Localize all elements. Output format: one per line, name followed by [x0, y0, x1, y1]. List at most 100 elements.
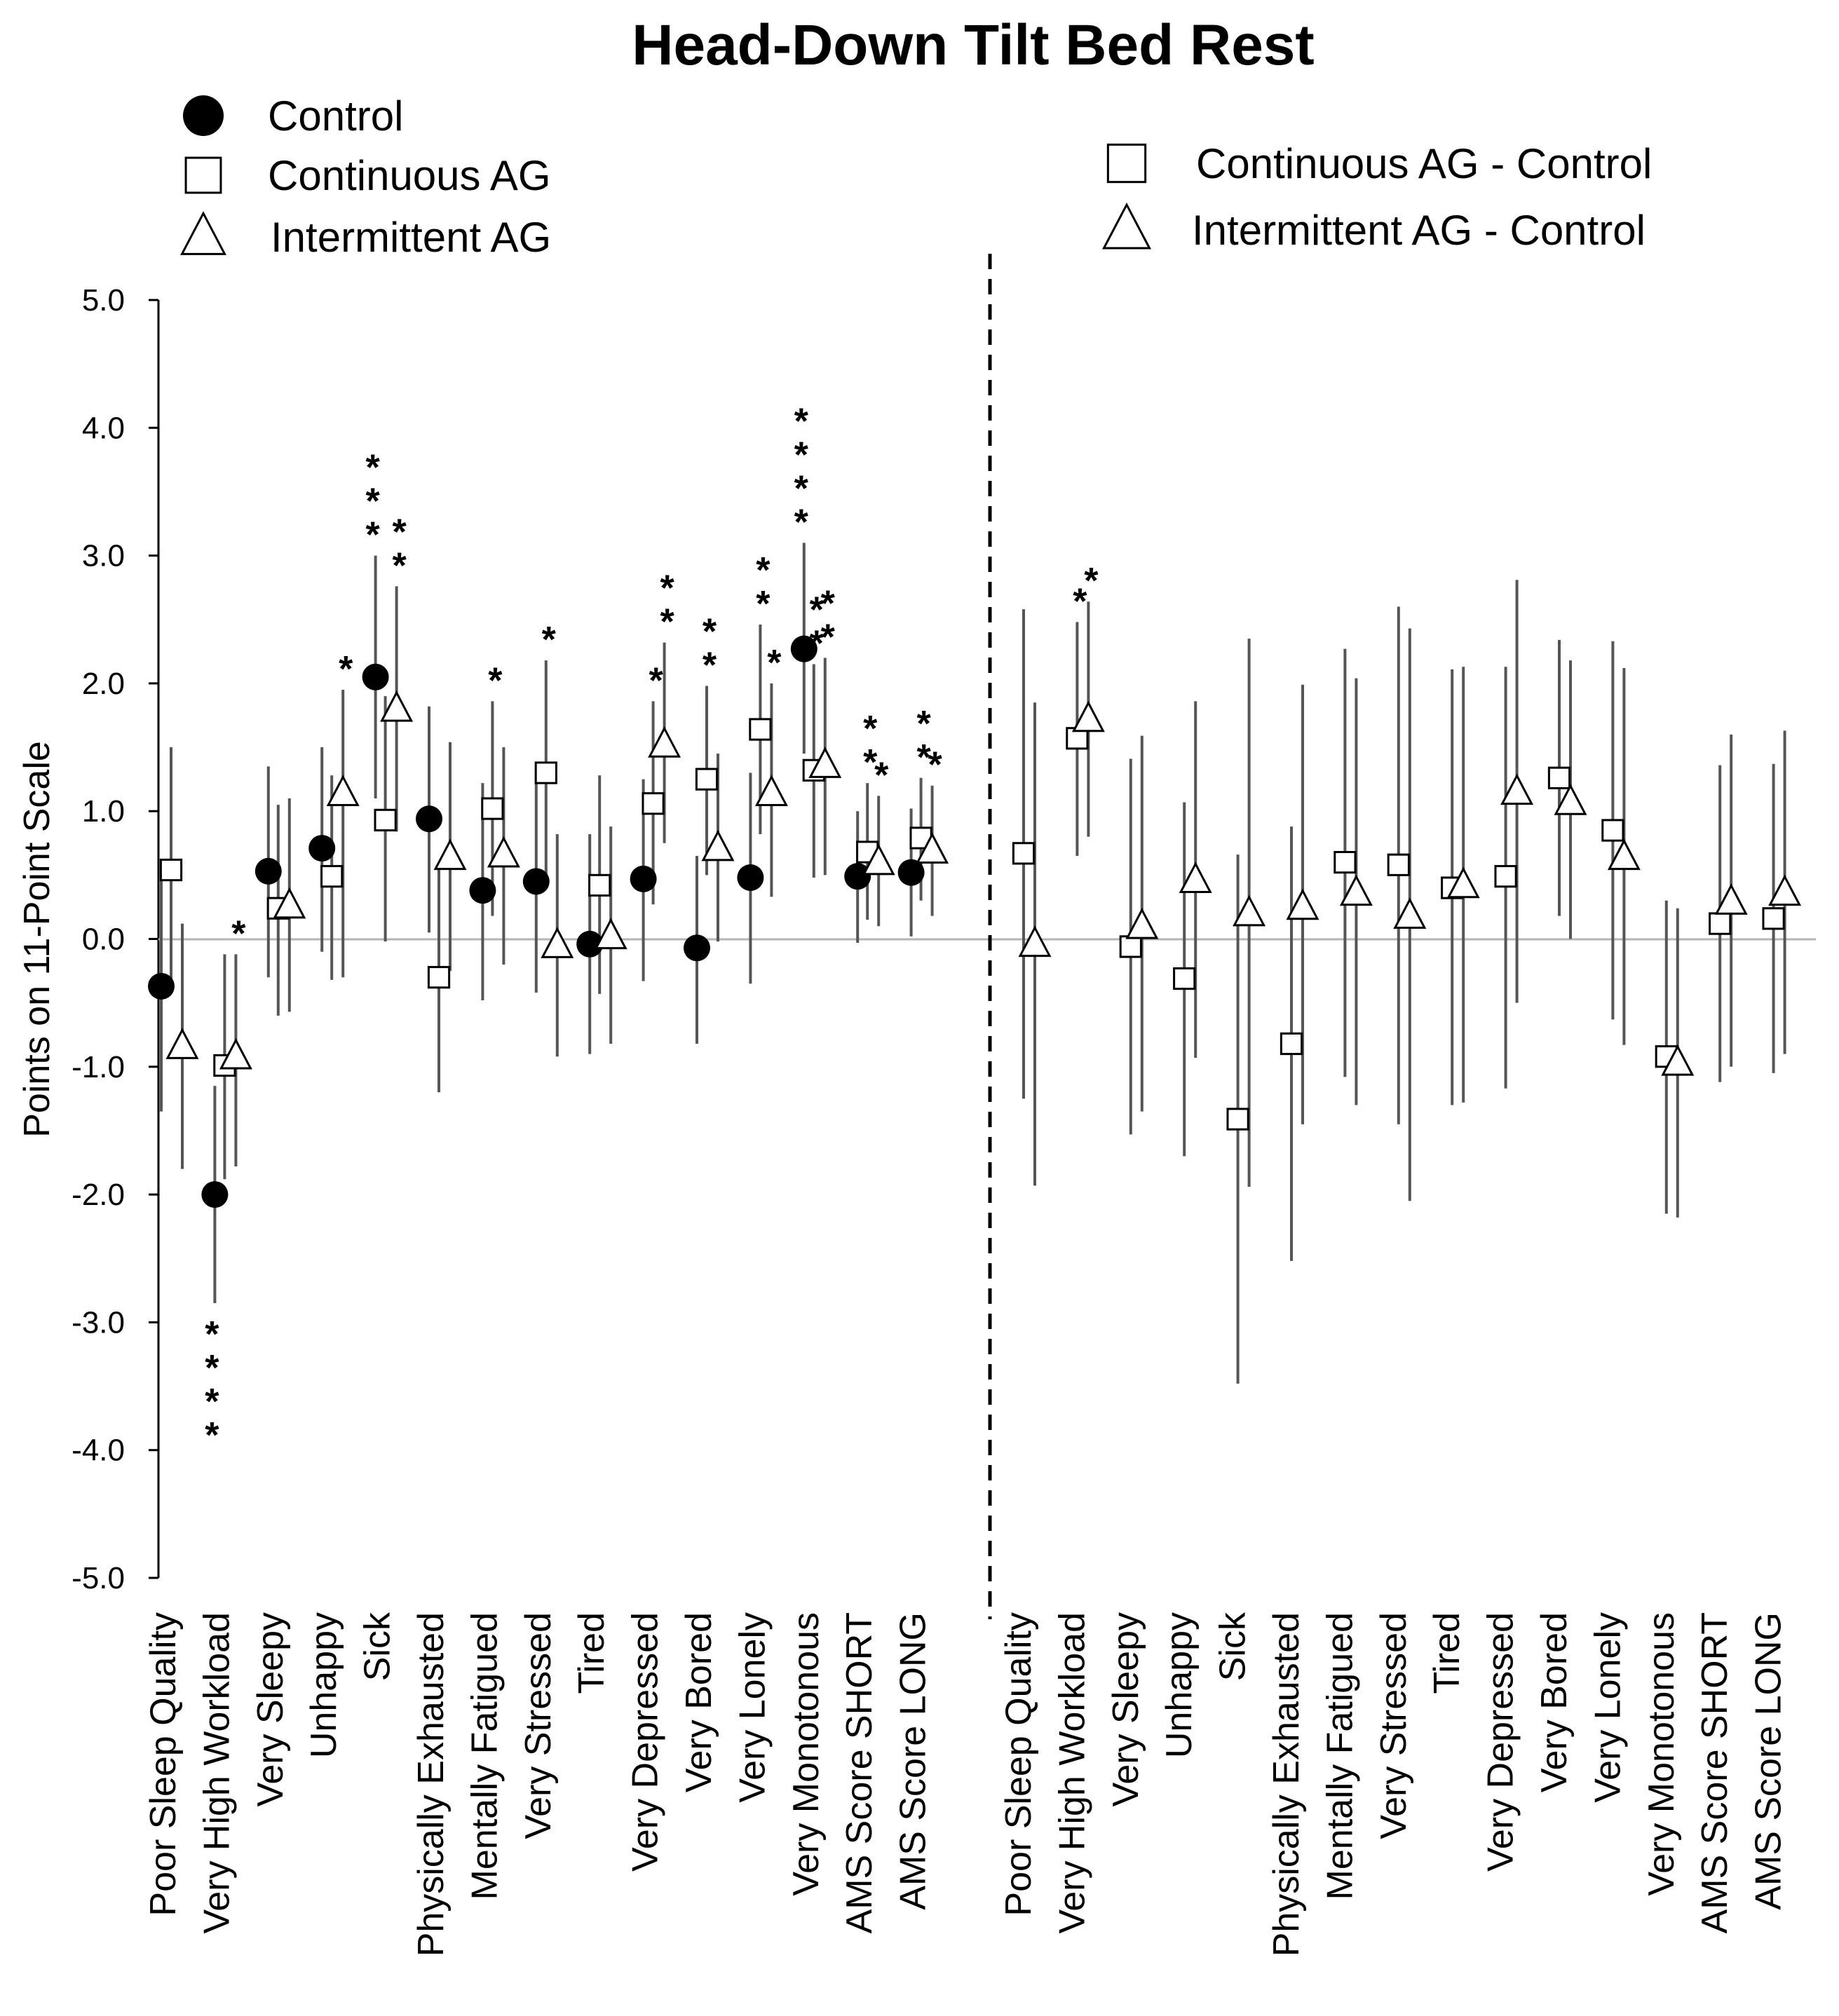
y-tick-label: -5.0 — [72, 1561, 125, 1595]
significance-star: * — [767, 643, 782, 683]
significance-star: * — [1084, 561, 1099, 601]
significance-star: * — [794, 468, 809, 509]
data-point-triangle — [1500, 773, 1534, 805]
significance-star: * — [1073, 581, 1087, 622]
significance-star: * — [392, 512, 407, 552]
category-label: Very Depressed — [1481, 1612, 1521, 1872]
significance-star: * — [756, 584, 771, 625]
data-point-circle — [576, 930, 604, 958]
data-point-circle — [469, 877, 496, 904]
data-point-square — [1547, 766, 1571, 789]
data-point-triangle — [326, 775, 360, 806]
y-tick-label: 1.0 — [82, 794, 125, 829]
category-label: Very Sleepy — [250, 1612, 291, 1807]
data-point-circle — [255, 857, 282, 885]
category-label: Very High Workload — [1052, 1612, 1092, 1934]
category-label: AMS Score SHORT — [1695, 1612, 1735, 1933]
data-point-triangle — [1554, 784, 1587, 815]
significance-star: * — [916, 704, 931, 744]
legend-circle-marker — [183, 95, 224, 136]
y-axis-label: Points on 11-Point Scale — [17, 741, 57, 1138]
data-point-triangle — [1714, 883, 1748, 915]
data-point-square — [427, 966, 451, 989]
significance-star: * — [703, 646, 717, 686]
data-point-triangle — [433, 838, 467, 871]
y-tick-label: 2.0 — [82, 667, 125, 701]
significance-star: * — [365, 482, 380, 522]
significance-star: * — [392, 545, 407, 586]
significance-star: * — [231, 913, 246, 954]
y-tick-label: -3.0 — [72, 1305, 125, 1340]
data-point-triangle — [1071, 700, 1105, 733]
data-point-triangle — [380, 690, 414, 722]
significance-star: * — [794, 502, 809, 543]
data-point-square — [481, 797, 504, 820]
data-point-circle — [737, 864, 764, 891]
significance-star: * — [660, 568, 674, 609]
legend-square-marker — [1106, 143, 1147, 184]
legend-label: Continuous AG - Control — [1196, 140, 1652, 187]
data-point-circle — [844, 863, 871, 890]
significance-star: * — [542, 620, 557, 660]
data-point-triangle — [1446, 866, 1480, 899]
significance-star: * — [205, 1382, 219, 1422]
category-label: Unhappy — [304, 1612, 344, 1758]
significance-star: * — [365, 515, 380, 556]
data-point-square — [320, 865, 344, 888]
data-point-triangle — [219, 1037, 252, 1070]
data-point-square — [695, 768, 719, 791]
y-tick-label: 3.0 — [82, 539, 125, 573]
y-ticks: 5.0 4.0 3.0 2.0 1.0 0.0 -1.0 -2.0 -3.0 -4.0 -5.0 — [72, 283, 158, 1595]
data-point-square — [374, 808, 397, 832]
data-point-triangle — [1125, 907, 1159, 939]
data-point-triangle — [916, 832, 949, 864]
data-point-circle — [416, 805, 442, 833]
data-point-triangle — [1233, 894, 1266, 927]
legend-label: Intermittent AG - Control — [1192, 207, 1645, 254]
data-point-square — [1494, 865, 1517, 888]
data-point-triangle — [1768, 874, 1802, 906]
data-point-square — [1387, 853, 1410, 876]
significance-star: * — [916, 737, 931, 778]
y-tick-label: -1.0 — [72, 1050, 125, 1084]
category-label: Sick — [1213, 1612, 1254, 1681]
category-label: Very Bored — [1534, 1612, 1575, 1792]
data-point-triangle — [541, 927, 574, 958]
legend-label: Continuous AG — [268, 152, 551, 199]
chart-title: Head-Down Tilt Bed Rest — [632, 13, 1314, 77]
category-label: Poor Sleep Quality — [998, 1612, 1039, 1916]
data-point-triangle — [808, 747, 842, 778]
data-point-circle — [630, 865, 657, 892]
data-point-triangle — [1607, 838, 1641, 871]
significance-star: * — [794, 401, 809, 442]
category-label: Unhappy — [1159, 1612, 1200, 1758]
significance-star: * — [821, 617, 836, 658]
significance-star: * — [365, 448, 380, 489]
category-label: Very Depressed — [625, 1612, 666, 1872]
data-point-triangle — [701, 829, 735, 861]
data-point-triangle — [1018, 925, 1052, 958]
significance-star: * — [756, 550, 771, 591]
data-point-circle — [201, 1181, 229, 1208]
category-label: Very High Workload — [196, 1612, 237, 1934]
significance-star: * — [660, 602, 674, 643]
category-label: Very Monotonous — [786, 1612, 827, 1896]
significance-stars: ****************** **************** *** — [205, 401, 1099, 1456]
category-label: Tired — [1427, 1612, 1467, 1694]
data-point-square — [1119, 935, 1142, 958]
significance-star: * — [205, 1348, 219, 1389]
data-point-square — [1601, 819, 1624, 842]
data-point-triangle — [754, 775, 788, 806]
category-label: AMS Score LONG — [893, 1612, 934, 1910]
legend-triangle-marker — [180, 211, 226, 255]
data-point-triangle — [648, 726, 681, 758]
data-point-square — [588, 873, 611, 897]
category-label: Physically Exhausted — [1266, 1612, 1307, 1956]
data-markers — [148, 635, 1802, 1208]
significance-star: * — [205, 1415, 219, 1456]
data-point-triangle — [594, 918, 627, 950]
data-point-triangle — [862, 843, 895, 876]
data-point-circle — [362, 663, 389, 690]
data-point-triangle — [487, 836, 520, 868]
